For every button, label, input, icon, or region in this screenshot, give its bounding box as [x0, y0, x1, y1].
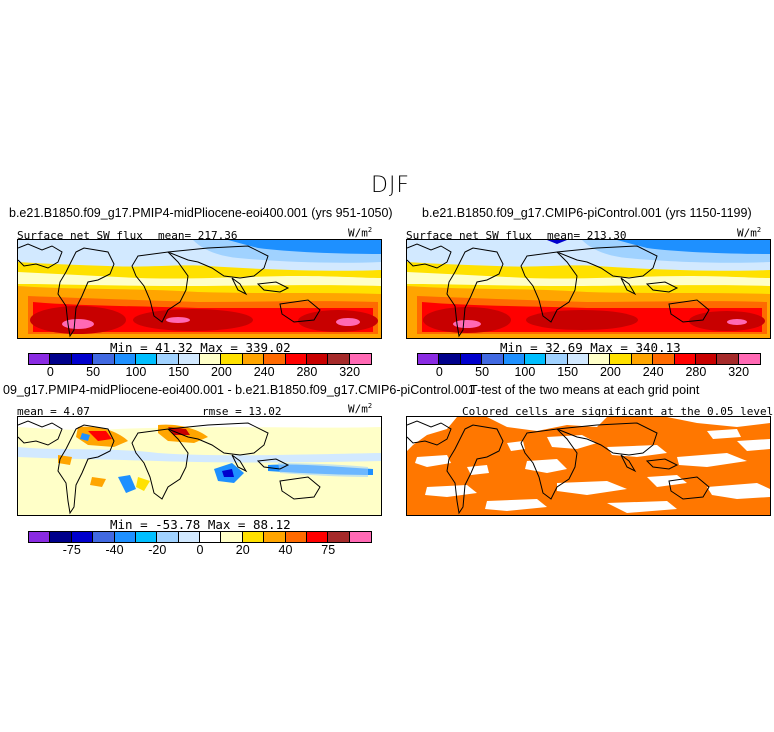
colorbar-panel3 — [28, 531, 372, 543]
colorbar-tick-label: -75 — [62, 543, 81, 557]
colorbar-swatch — [221, 354, 243, 364]
colorbar-tick-label: 0 — [196, 543, 204, 557]
colorbar-swatch — [439, 354, 461, 364]
colorbar-tick-label: -40 — [105, 543, 124, 557]
colorbar-tick-label: 320 — [339, 365, 361, 379]
colorbar-swatch — [200, 532, 222, 542]
colorbar-swatch — [50, 532, 72, 542]
colorbar-swatch — [93, 532, 115, 542]
panel1-map — [17, 239, 382, 339]
colorbar-swatch — [674, 354, 696, 364]
colorbar-panel2 — [417, 353, 761, 365]
colorbar-swatch — [482, 354, 504, 364]
colorbar-swatch — [264, 532, 286, 542]
panel3-minmax: Min = -53.78 Max = 88.12 — [110, 517, 291, 532]
colorbar-swatch — [306, 354, 329, 364]
colorbar-tick-label: 200 — [210, 365, 232, 379]
colorbar-tick-label: -20 — [148, 543, 167, 557]
panel4-subtitle: Colored cells are significant at the 0.0… — [462, 405, 774, 418]
colorbar-swatch — [50, 354, 72, 364]
panel2-units: W/m2 — [737, 226, 762, 240]
colorbar-swatch — [653, 354, 675, 364]
panel1-minmax: Min = 41.32 Max = 339.02 — [110, 340, 291, 355]
colorbar-swatch — [695, 354, 718, 364]
colorbar-swatch — [242, 354, 265, 364]
colorbar-tick-label: 75 — [321, 543, 336, 557]
colorbar-tick-label: 50 — [475, 365, 490, 379]
colorbar-swatch — [503, 354, 525, 364]
colorbar-swatch — [738, 354, 760, 364]
colorbar-tick-label: 0 — [435, 365, 443, 379]
colorbar-tick-label: 150 — [557, 365, 579, 379]
panel1-units: W/m2 — [348, 226, 373, 240]
colorbar-swatch — [200, 354, 222, 364]
colorbar-tick-label: 280 — [296, 365, 318, 379]
panel2-title: b.e21.B1850.f09_g17.CMIP6-piControl.001 … — [422, 206, 752, 220]
panel1-variable: Surface net SW flux — [17, 229, 143, 242]
panel3-map — [17, 416, 382, 516]
panel2-variable: Surface net SW flux — [406, 229, 532, 242]
figure-title: DJF — [371, 173, 411, 198]
colorbar-swatch — [306, 532, 329, 542]
colorbar-swatch — [71, 354, 94, 364]
colorbar-swatch — [178, 532, 200, 542]
panel3-mean: mean = 4.07 — [17, 405, 90, 418]
colorbar-swatch — [418, 354, 440, 364]
colorbar-tick-label: 50 — [86, 365, 101, 379]
colorbar-swatch — [178, 354, 200, 364]
panel4-map — [406, 416, 771, 516]
colorbar-swatch — [29, 532, 51, 542]
panel2-map — [406, 239, 771, 339]
colorbar-swatch — [328, 532, 350, 542]
colorbar-tick-label: 280 — [685, 365, 707, 379]
colorbar-swatch — [157, 354, 179, 364]
colorbar-tick-label: 0 — [46, 365, 54, 379]
colorbar-swatch — [546, 354, 568, 364]
colorbar-swatch — [349, 532, 371, 542]
colorbar-tick-label: 40 — [278, 543, 293, 557]
colorbar-tick-label: 240 — [253, 365, 275, 379]
colorbar-swatch — [114, 354, 136, 364]
colorbar-swatch — [114, 532, 136, 542]
colorbar-swatch — [349, 354, 371, 364]
colorbar-swatch — [610, 354, 632, 364]
colorbar-swatch — [567, 354, 589, 364]
colorbar-panel1 — [28, 353, 372, 365]
colorbar-swatch — [285, 532, 307, 542]
colorbar-swatch — [717, 354, 739, 364]
colorbar-swatch — [242, 532, 265, 542]
colorbar-swatch — [460, 354, 483, 364]
colorbar-swatch — [93, 354, 115, 364]
colorbar-tick-label: 200 — [599, 365, 621, 379]
colorbar-swatch — [221, 532, 243, 542]
panel3-rmse: rmse = 13.02 — [202, 405, 282, 418]
colorbar-tick-label: 20 — [235, 543, 250, 557]
colorbar-swatch — [71, 532, 94, 542]
panel2-minmax: Min = 32.69 Max = 340.13 — [500, 340, 681, 355]
panel1-mean: mean= 217.36 — [158, 229, 238, 242]
panel3-units: W/m2 — [348, 402, 373, 416]
colorbar-swatch — [285, 354, 307, 364]
colorbar-swatch — [524, 354, 547, 364]
panel1-title: b.e21.B1850.f09_g17.PMIP4-midPliocene-eo… — [9, 206, 393, 220]
colorbar-swatch — [157, 532, 179, 542]
colorbar-swatch — [135, 532, 158, 542]
colorbar-tick-label: 150 — [168, 365, 190, 379]
colorbar-swatch — [264, 354, 286, 364]
colorbar-tick-label: 100 — [125, 365, 147, 379]
colorbar-tick-label: 100 — [514, 365, 536, 379]
colorbar-swatch — [29, 354, 51, 364]
colorbar-tick-label: 240 — [642, 365, 664, 379]
colorbar-swatch — [589, 354, 611, 364]
colorbar-tick-label: 320 — [728, 365, 750, 379]
colorbar-swatch — [328, 354, 350, 364]
panel2-mean: mean= 213.30 — [547, 229, 627, 242]
panel4-title: T-test of the two means at each grid poi… — [470, 383, 700, 397]
panel3-title: 09_g17.PMIP4-midPliocene-eoi400.001 - b.… — [3, 383, 475, 397]
colorbar-swatch — [135, 354, 158, 364]
colorbar-swatch — [631, 354, 654, 364]
